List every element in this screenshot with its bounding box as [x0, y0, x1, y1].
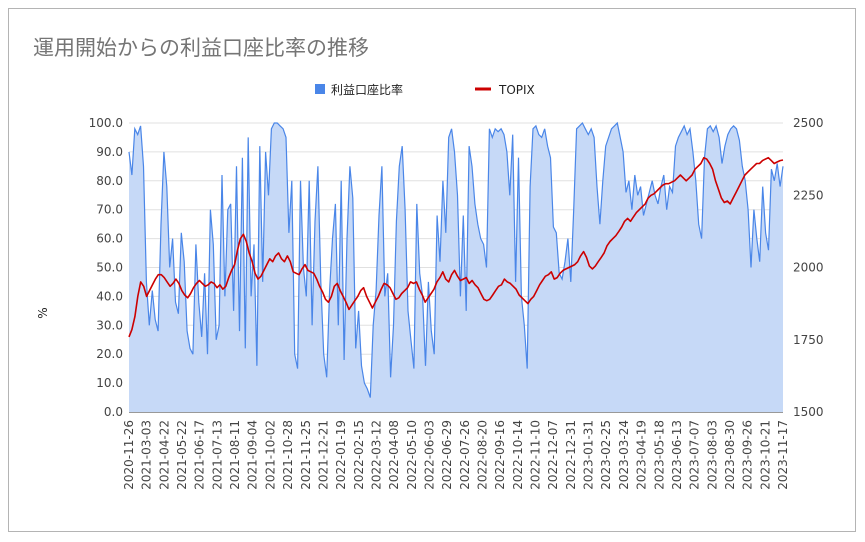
- x-tick-label: 2023-02-25: [599, 420, 613, 490]
- x-tick-label: 2022-06-29: [440, 420, 454, 490]
- x-tick-label: 2023-05-18: [652, 420, 666, 490]
- left-tick-label: 60.0: [96, 232, 123, 246]
- x-tick-label: 2023-07-07: [688, 420, 702, 490]
- x-tick-label: 2022-07-26: [458, 420, 472, 490]
- x-tick-label: 2022-06-03: [422, 420, 436, 490]
- legend-label-ratio: 利益口座比率: [331, 82, 403, 97]
- left-tick-label: 80.0: [96, 174, 123, 188]
- x-tick-label: 2021-07-13: [210, 420, 224, 490]
- x-tick-label: 2023-08-30: [723, 420, 737, 490]
- x-tick-label: 2022-12-07: [546, 420, 560, 490]
- left-tick-label: 20.0: [96, 347, 123, 361]
- left-tick-label: 0.0: [104, 405, 123, 419]
- x-tick-label: 2020-11-26: [122, 420, 136, 490]
- x-tick-label: 2022-04-08: [387, 420, 401, 490]
- topix-series-line: [128, 156, 784, 338]
- legend-swatch-ratio: [315, 84, 325, 94]
- x-tick-label: 2022-03-12: [369, 420, 383, 490]
- left-tick-label: 10.0: [96, 376, 123, 390]
- x-tick-label: 2023-08-03: [705, 420, 719, 490]
- x-tick-label: 2022-05-10: [405, 420, 419, 490]
- x-tick-label: 2023-04-19: [635, 420, 649, 490]
- x-tick-label: 2023-01-31: [582, 420, 596, 490]
- left-tick-label: 50.0: [96, 261, 123, 275]
- legend: 利益口座比率 TOPIX: [315, 82, 535, 97]
- x-tick-label: 2022-11-10: [529, 420, 543, 490]
- topix-line-layer: [128, 156, 784, 338]
- chart-title: 運用開始からの利益口座比率の推移: [33, 36, 369, 60]
- x-axis-ticks: 2020-11-26 2021-03-03 2021-04-22 2021-05-22…: [122, 420, 790, 490]
- x-tick-label: 2021-10-28: [281, 420, 295, 490]
- x-tick-label: 2022-02-15: [352, 420, 366, 490]
- x-tick-label: 2021-04-22: [157, 420, 171, 490]
- x-tick-label: 2022-01-19: [334, 420, 348, 490]
- x-tick-label: 2022-09-16: [493, 420, 507, 490]
- chart-frame: 運用開始からの利益口座比率の推移 利益口座比率 TOPIX 0.0 10.0 20.…: [8, 8, 856, 532]
- left-tick-label: 90.0: [96, 145, 123, 159]
- right-axis-ticks: 1500 1750 2000 2250 2500: [793, 116, 824, 419]
- x-tick-label: 2021-09-04: [246, 420, 260, 490]
- x-tick-label: 2022-10-14: [511, 420, 525, 490]
- x-tick-label: 2023-09-26: [741, 420, 755, 490]
- x-tick-label: 2021-11-25: [299, 420, 313, 490]
- left-tick-label: 30.0: [96, 318, 123, 332]
- x-tick-label: 2023-03-24: [617, 420, 631, 490]
- x-tick-label: 2022-12-31: [564, 420, 578, 490]
- y-axis-label-left: %: [36, 307, 50, 318]
- x-tick-label: 2023-10-21: [758, 420, 772, 490]
- chart-svg: 運用開始からの利益口座比率の推移 利益口座比率 TOPIX 0.0 10.0 20.…: [33, 36, 824, 490]
- x-tick-label: 2023-06-13: [670, 420, 684, 490]
- right-tick-label: 1750: [793, 333, 824, 347]
- left-tick-label: 100.0: [89, 116, 123, 130]
- x-tick-label: 2021-08-11: [228, 420, 242, 490]
- x-tick-label: 2021-10-02: [263, 420, 277, 490]
- right-tick-label: 2250: [793, 188, 824, 202]
- left-tick-label: 40.0: [96, 289, 123, 303]
- ratio-area-layer: [128, 121, 784, 412]
- x-tick-label: 2021-12-21: [316, 420, 330, 490]
- legend-label-topix: TOPIX: [498, 83, 535, 97]
- left-axis-ticks: 0.0 10.0 20.0 30.0 40.0 50.0 60.0 70.0 80.0 90.0 1…: [89, 116, 123, 419]
- x-tick-label: 2021-05-22: [175, 420, 189, 490]
- left-tick-label: 70.0: [96, 203, 123, 217]
- x-tick-label: 2021-06-17: [193, 420, 207, 490]
- x-tick-label: 2022-08-20: [476, 420, 490, 490]
- right-tick-label: 2500: [793, 116, 824, 130]
- right-tick-label: 2000: [793, 261, 824, 275]
- x-tick-label: 2021-03-03: [140, 420, 154, 490]
- x-tick-label: 2023-11-17: [776, 420, 790, 490]
- right-tick-label: 1500: [793, 405, 824, 419]
- ratio-area-fill: [129, 123, 783, 412]
